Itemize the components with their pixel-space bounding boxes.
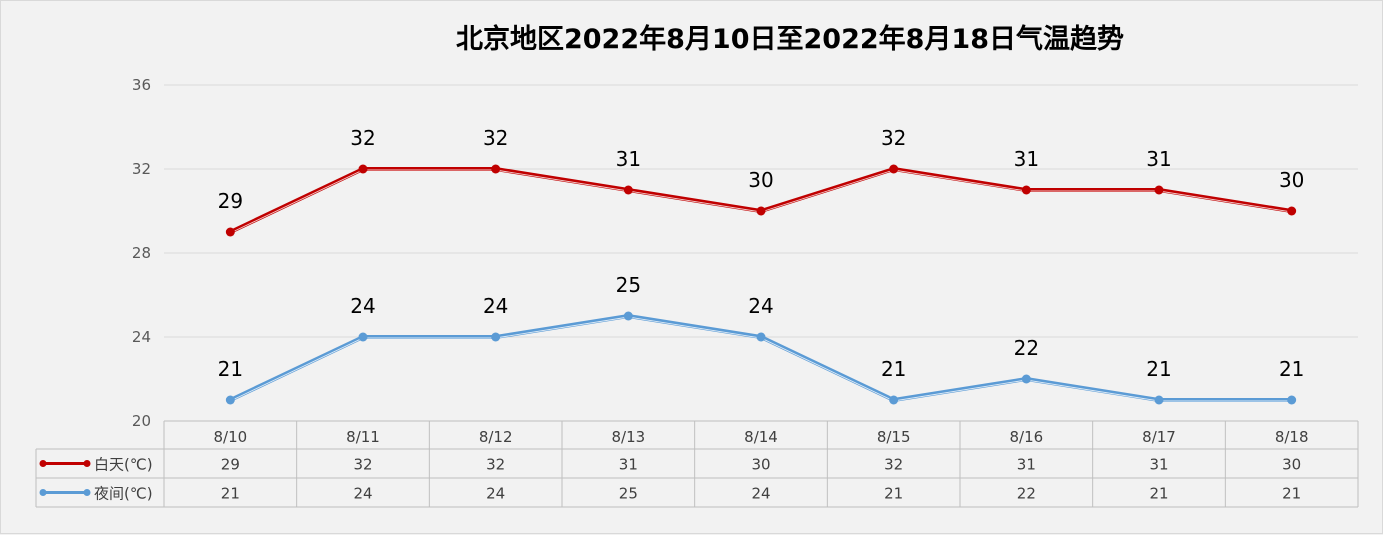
data-label: 21 <box>218 357 243 381</box>
table-cell-value: 24 <box>751 485 770 503</box>
series-line <box>229 314 1292 402</box>
legend-key-marker <box>39 460 47 467</box>
y-tick-label: 24 <box>132 328 151 346</box>
data-point <box>623 185 633 195</box>
table-cell-value: 32 <box>486 456 505 474</box>
table-cell-value: 25 <box>619 485 638 503</box>
data-label: 31 <box>1014 147 1039 171</box>
x-category-label: 8/10 <box>213 428 247 446</box>
table-cell-value: 21 <box>884 485 903 503</box>
data-label: 30 <box>1279 168 1304 192</box>
data-point <box>358 332 368 342</box>
table-cell-value: 29 <box>221 456 240 474</box>
data-label: 25 <box>616 273 641 297</box>
data-point <box>491 164 501 174</box>
data-point <box>756 332 766 342</box>
x-category-label: 8/14 <box>744 428 778 446</box>
table-cell-value: 22 <box>1017 485 1036 503</box>
data-label: 32 <box>350 126 375 150</box>
series-line-highlight <box>230 316 1292 402</box>
y-tick-label: 36 <box>132 76 151 94</box>
table-cell-value: 31 <box>1017 456 1036 474</box>
data-label: 32 <box>881 126 906 150</box>
data-point <box>623 311 633 321</box>
table-cell-value: 31 <box>1149 456 1168 474</box>
y-tick-label: 32 <box>132 160 151 178</box>
x-category-label: 8/18 <box>1275 428 1309 446</box>
data-label: 32 <box>483 126 508 150</box>
data-point <box>225 227 235 237</box>
legend-label: 夜间(℃) <box>94 485 153 503</box>
data-point <box>491 332 501 342</box>
data-labels: 29 32 32 31 30 32 31 31 30 21 24 24 25 24 21 22 21 21 <box>218 126 1305 381</box>
table-cell-value: 30 <box>751 456 770 474</box>
data-point <box>889 395 899 405</box>
data-point <box>1154 185 1164 195</box>
table-cell-value: 24 <box>353 485 372 503</box>
table-cell-value: 21 <box>1149 485 1168 503</box>
data-point <box>756 206 766 216</box>
data-table: 8/10 8/11 8/12 8/13 8/14 8/15 8/16 8/17 8/18 白天(℃… <box>35 420 1359 508</box>
table-cell-value: 31 <box>619 456 638 474</box>
data-label: 24 <box>350 294 375 318</box>
table-cell-value: 21 <box>1282 485 1301 503</box>
legend-key-marker <box>39 489 47 496</box>
y-axis-ticks: 20 24 28 32 36 <box>132 76 151 430</box>
y-tick-label: 20 <box>132 412 151 430</box>
data-point <box>358 164 368 174</box>
table-cell-value: 24 <box>486 485 505 503</box>
data-point <box>225 395 235 405</box>
data-point <box>1021 374 1031 384</box>
chart-title: 北京地区2022年8月10日至2022年8月18日气温趋势 <box>456 23 1124 55</box>
table-cell-value: 21 <box>221 485 240 503</box>
series-layer <box>225 164 1297 405</box>
x-category-label: 8/16 <box>1009 428 1043 446</box>
x-category-label: 8/13 <box>611 428 645 446</box>
data-label: 21 <box>1146 357 1171 381</box>
x-category-label: 8/11 <box>346 428 380 446</box>
data-point <box>889 164 899 174</box>
data-point <box>1154 395 1164 405</box>
data-point <box>1287 395 1297 405</box>
data-point <box>1021 185 1031 195</box>
table-cell-value: 30 <box>1282 456 1301 474</box>
x-category-label: 8/17 <box>1142 428 1176 446</box>
data-label: 31 <box>616 147 641 171</box>
x-category-label: 8/12 <box>479 428 513 446</box>
data-label: 30 <box>748 168 773 192</box>
table-cell-value: 32 <box>353 456 372 474</box>
data-label: 21 <box>1279 357 1304 381</box>
y-tick-label: 28 <box>132 244 151 262</box>
data-label: 24 <box>483 294 508 318</box>
table-cell-value: 32 <box>884 456 903 474</box>
legend-key-marker <box>83 489 91 496</box>
data-label: 24 <box>748 294 773 318</box>
legend-label: 白天(℃) <box>94 456 153 474</box>
data-point <box>1287 206 1297 216</box>
data-label: 22 <box>1014 336 1039 360</box>
x-category-label: 8/15 <box>877 428 911 446</box>
legend-key-marker <box>83 460 91 467</box>
data-label: 29 <box>218 189 243 213</box>
data-label: 21 <box>881 357 906 381</box>
data-label: 31 <box>1146 147 1171 171</box>
